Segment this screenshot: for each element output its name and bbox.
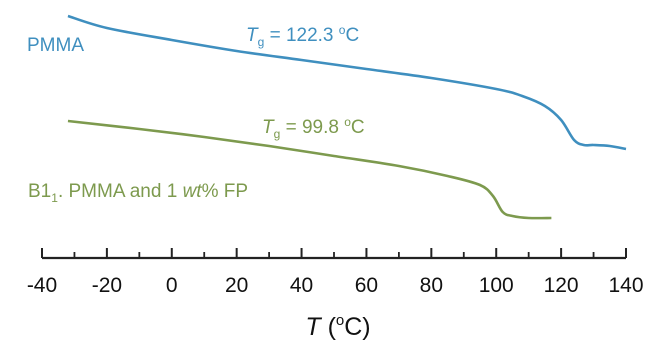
x-tick-label: 80	[420, 274, 443, 297]
tg-annotation-pmma: Tg = 122.3 oC	[246, 23, 359, 49]
tg-annotation-b1: Tg = 99.8 oC	[262, 115, 365, 141]
series-line-1	[67, 119, 552, 220]
x-tick-label: -20	[92, 274, 122, 297]
curves-layer	[67, 14, 627, 220]
x-tick-label: 60	[355, 274, 378, 297]
x-tick-label: -40	[27, 274, 57, 297]
x-tick-label: 40	[290, 274, 313, 297]
x-tick-label: 120	[544, 274, 579, 297]
x-tick-label: 0	[166, 274, 178, 297]
x-tick-label: 140	[608, 274, 643, 297]
x-tick-label: 100	[479, 274, 514, 297]
x-axis-title: T (oC)	[305, 312, 370, 341]
x-tick-label: 20	[225, 274, 248, 297]
x-ticks: -40 -20 0 20 40 60 80 100 120 140	[27, 248, 644, 297]
series-label-pmma: PMMA	[27, 35, 84, 56]
series-label-b1: B11. PMMA and 1 wt% FP	[28, 181, 248, 205]
series-line-0	[67, 14, 627, 151]
